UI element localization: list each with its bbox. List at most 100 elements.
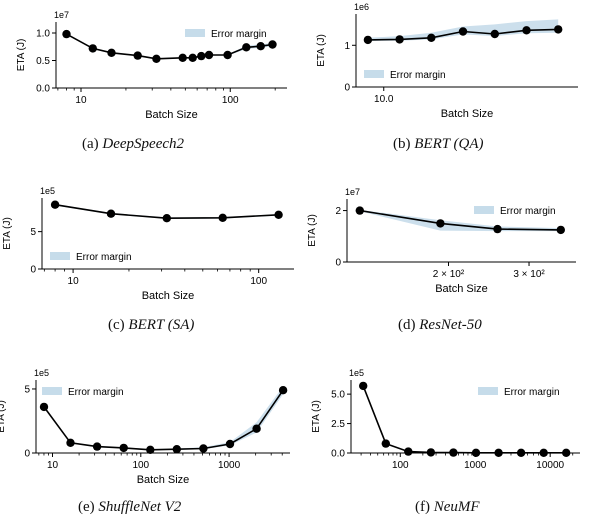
x-tick-label-e: 1000 xyxy=(218,460,241,471)
data-point-d xyxy=(436,219,445,228)
legend-b: Error margin xyxy=(364,70,446,81)
x-tick-label-c: 10 xyxy=(68,276,80,287)
data-point-e xyxy=(66,438,75,447)
y-tick-label-b: 1 xyxy=(344,41,350,52)
legend-swatch-b xyxy=(364,70,384,78)
data-point-d xyxy=(355,206,364,215)
y-tick-label-e: 0 xyxy=(24,449,30,460)
y-tick-label-a: 0.0 xyxy=(36,84,50,95)
data-point-a xyxy=(152,54,161,63)
data-point-b xyxy=(458,27,468,36)
legend-label-d: Error margin xyxy=(500,206,556,217)
legend-label-a: Error margin xyxy=(211,29,267,40)
legend-label-c: Error margin xyxy=(76,252,132,263)
data-point-b xyxy=(395,35,404,44)
data-point-e xyxy=(199,444,208,453)
caption-e-label: (e) xyxy=(78,499,95,515)
caption-a: (a) DeepSpeech2 xyxy=(82,136,184,153)
x-tick-label-f: 100 xyxy=(392,460,409,471)
data-point-a xyxy=(242,43,251,52)
y-tick-label-f: 2.5 xyxy=(331,419,345,430)
data-point-a xyxy=(133,51,142,60)
chart-e: 0 5 10 100 1000 1e5 ETA (J) Batch Size Error mar… xyxy=(0,368,290,486)
data-point-c xyxy=(162,214,171,223)
data-point-a xyxy=(178,53,187,62)
data-point-b xyxy=(490,29,499,39)
data-point-f xyxy=(359,381,368,391)
legend-f: Error margin xyxy=(478,387,560,398)
legend-e: Error margin xyxy=(42,387,124,398)
x-tick-label-a: 10 xyxy=(75,95,87,106)
legend-c: Error margin xyxy=(50,252,132,263)
data-point-e xyxy=(119,443,128,453)
caption-a-label: (a) xyxy=(82,136,99,152)
y-exponent-c: 1e5 xyxy=(40,186,55,196)
y-tick-label-c: 5 xyxy=(30,227,36,238)
data-point-a xyxy=(62,29,71,39)
data-point-a xyxy=(107,48,116,57)
y-axis-label-b: ETA (J) xyxy=(316,34,327,67)
x-tick-label-f: 1000 xyxy=(464,460,487,471)
caption-f-name: NeuMF xyxy=(433,499,480,515)
legend-label-e: Error margin xyxy=(68,387,124,398)
data-point-b xyxy=(363,35,373,45)
x-tick-label-f: 10000 xyxy=(536,460,564,471)
y-axis-label-c: ETA (J) xyxy=(2,217,13,250)
data-point-e xyxy=(225,439,235,449)
y-tick-label-a: 1.0 xyxy=(36,29,50,40)
y-axis-label-d: ETA (J) xyxy=(307,214,318,247)
data-point-a xyxy=(268,40,277,49)
caption-b-label: (b) xyxy=(393,136,411,152)
y-exponent-d: 1e7 xyxy=(345,187,360,197)
caption-c: (c) BERT (SA) xyxy=(108,317,194,334)
legend-d: Error margin xyxy=(474,206,556,217)
caption-e: (e) ShuffleNet V2 xyxy=(78,499,181,516)
y-exponent-b: 1e6 xyxy=(354,2,369,12)
chart-b: 0 1 10.0 1e6 ETA (J) Batch Size Error margin xyxy=(316,2,578,120)
data-point-a xyxy=(88,44,98,53)
caption-e-name: ShuffleNet V2 xyxy=(98,499,182,515)
data-point-d xyxy=(493,224,502,234)
caption-d-name: ResNet-50 xyxy=(419,317,482,333)
data-point-e xyxy=(39,402,49,412)
caption-b-name: BERT (QA) xyxy=(414,136,484,152)
caption-f-label: (f) xyxy=(415,499,430,515)
caption-c-label: (c) xyxy=(108,317,125,333)
data-point-b xyxy=(522,26,531,35)
data-point-c xyxy=(50,200,60,209)
x-axis-label-e: Batch Size xyxy=(137,474,190,486)
data-point-a xyxy=(188,53,197,62)
data-point-f xyxy=(381,439,390,448)
y-tick-label-b: 0 xyxy=(344,83,350,94)
x-tick-label-d: 2 × 10² xyxy=(433,269,465,280)
x-axis-label-d: Batch Size xyxy=(435,283,488,295)
caption-f: (f) NeuMF xyxy=(415,499,480,516)
chart-a: 0.0 0.5 1.0 10 100 1e7 ETA (J) Batch Size Error … xyxy=(16,10,287,121)
data-point-a xyxy=(204,50,214,60)
data-point-a xyxy=(256,42,265,51)
y-tick-label-d: 2 xyxy=(335,206,341,217)
chart-f: 0.0 2.5 5.0 100 1000 10000 1e5 ETA (J) Error mar… xyxy=(311,368,580,471)
data-point-f xyxy=(426,448,436,457)
data-point-e xyxy=(92,442,102,451)
chart-d: 0 2 2 × 10² 3 × 10² 1e7 ETA (J) Batch Size Erro… xyxy=(307,187,576,295)
series-line-e xyxy=(43,389,284,451)
legend-swatch-f xyxy=(478,387,498,395)
y-tick-label-d: 0 xyxy=(335,258,341,269)
x-axis-label-b: Batch Size xyxy=(441,108,494,120)
data-point-c xyxy=(106,209,116,218)
x-tick-label-e: 100 xyxy=(132,460,149,471)
x-tick-label-b: 10.0 xyxy=(374,94,394,105)
legend-swatch-d xyxy=(474,206,494,214)
y-tick-label-e: 5 xyxy=(24,384,30,395)
x-axis-label-c: Batch Size xyxy=(142,290,195,302)
legend-swatch-c xyxy=(50,252,70,260)
caption-b: (b) BERT (QA) xyxy=(393,136,484,153)
data-point-c xyxy=(274,210,283,219)
legend-swatch-a xyxy=(185,29,205,37)
legend-a: Error margin xyxy=(185,29,267,40)
x-tick-label-a: 100 xyxy=(222,95,239,106)
y-tick-label-f: 5.0 xyxy=(331,390,345,401)
y-tick-label-f: 0.0 xyxy=(331,449,345,460)
